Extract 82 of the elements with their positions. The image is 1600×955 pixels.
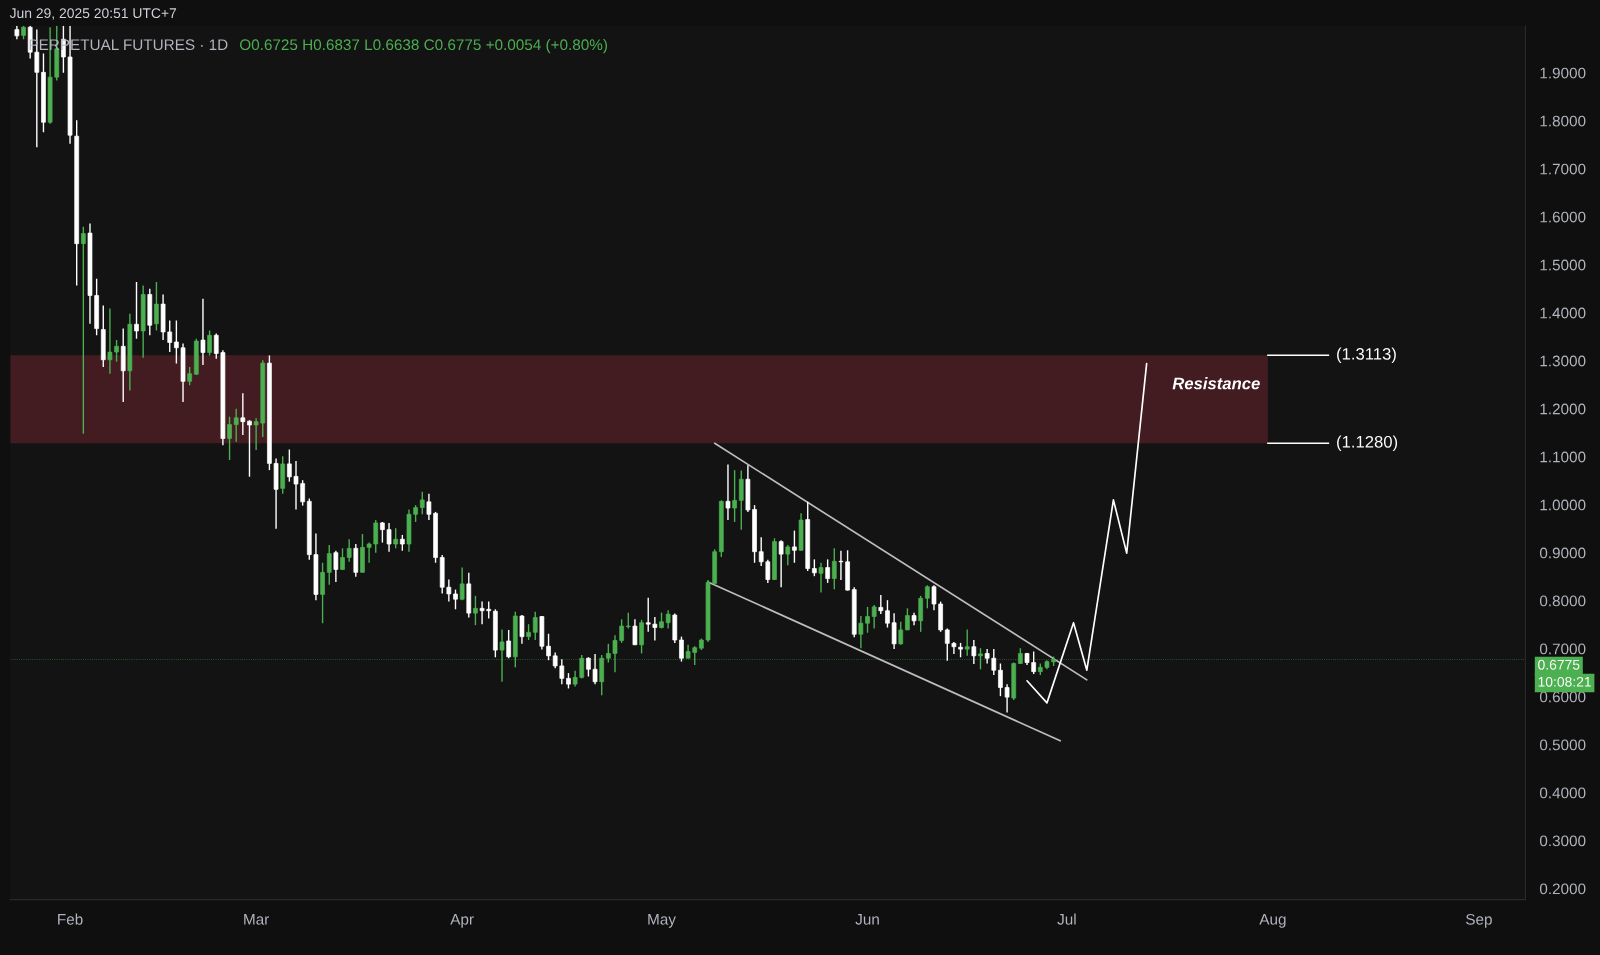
- y-tick-label: 0.4000: [1539, 787, 1586, 799]
- candlestick: [632, 618, 638, 646]
- y-tick-label: 0.8000: [1539, 595, 1586, 607]
- y-tick-label: 1.0000: [1540, 499, 1586, 511]
- candlestick: [918, 595, 924, 633]
- x-tick-label: Jun: [855, 914, 879, 925]
- candlestick: [326, 544, 332, 586]
- ref-line-label: 0.6775: [1538, 659, 1580, 670]
- line-series: [1026, 362, 1148, 704]
- candlestick: [778, 539, 784, 588]
- candlestick: [353, 543, 359, 578]
- candlestick: [200, 298, 206, 366]
- band-label: Resistance: [1172, 377, 1260, 390]
- candlestick: [905, 607, 910, 631]
- y-tick-label: 1.9000: [1540, 67, 1586, 79]
- candlestick: [419, 491, 425, 515]
- candlestick: [81, 226, 86, 435]
- y-tick-label: 0.9000: [1539, 547, 1586, 559]
- candlestick: [898, 621, 904, 646]
- candlestick: [924, 584, 930, 610]
- candlestick: [738, 469, 744, 531]
- candlestick: [971, 639, 977, 665]
- y-tick-label: 1.6000: [1540, 211, 1586, 223]
- candlestick: [247, 419, 252, 478]
- x-tick-label: May: [648, 914, 676, 928]
- candlestick: [473, 595, 478, 626]
- y-tick-label: 0.5000: [1539, 739, 1586, 751]
- y-tick-label: 0.6000: [1539, 691, 1586, 703]
- x-tick-label: Sep: [1466, 913, 1492, 928]
- x-tick-label: Mar: [244, 914, 270, 925]
- candlestick: [871, 604, 877, 630]
- y-tick-label: 0.7000: [1539, 643, 1586, 655]
- candlestick: [453, 588, 458, 610]
- candlestick: [154, 281, 159, 332]
- y-tick-label: 1.1000: [1540, 451, 1586, 463]
- x-tick-label: Apr: [450, 914, 474, 928]
- ref-line-label: (1.1280): [1337, 435, 1398, 452]
- candlestick: [346, 538, 352, 563]
- x-tick-label: Jul: [1057, 913, 1076, 925]
- candlestick: [978, 647, 983, 670]
- candlestick: [207, 329, 212, 357]
- candlestick: [519, 614, 525, 645]
- candlestick: [240, 392, 246, 436]
- candlestick: [187, 366, 193, 386]
- text: O0.6725 H0.6837 L0.6638 C0.6775 +0.0054 (+0.80%): [240, 38, 608, 54]
- candlestick: [665, 609, 671, 630]
- text: 10:08:21: [1538, 676, 1591, 687]
- candlestick: [878, 594, 884, 615]
- y-tick-label: 1.3000: [1540, 355, 1586, 367]
- y-tick-label: 1.7000: [1540, 163, 1586, 175]
- candlestick: [831, 547, 837, 590]
- candlestick: [233, 408, 239, 443]
- ref-line-label: (1.3113): [1337, 347, 1396, 364]
- text: Jun 29, 2025 20:51 UTC+7: [9, 8, 177, 20]
- candlestick: [340, 547, 345, 571]
- y-tick-label: 1.4000: [1540, 307, 1586, 319]
- x-tick-label: Feb: [58, 913, 83, 925]
- y-tick-label: 0.2000: [1539, 883, 1586, 895]
- candlestick: [506, 629, 511, 659]
- candlestick: [725, 463, 731, 521]
- candlestick: [825, 558, 830, 584]
- candlestick: [393, 527, 399, 550]
- y-tick-label: 1.2000: [1540, 403, 1586, 415]
- candlestick: [134, 281, 139, 340]
- candlestick: [679, 635, 684, 663]
- candlestick: [320, 562, 325, 624]
- candlestick: [227, 416, 232, 461]
- y-tick-label: 1.5000: [1540, 259, 1586, 271]
- candlestick: [785, 544, 791, 566]
- candlestick: [599, 654, 605, 696]
- x-tick-label: Aug: [1259, 914, 1286, 928]
- candlestick: [459, 566, 465, 601]
- candlestick: [639, 619, 644, 655]
- candlestick: [964, 628, 970, 657]
- y-tick-label: 1.8000: [1540, 115, 1586, 127]
- candlestick: [333, 550, 339, 583]
- candlestick: [532, 610, 538, 641]
- candlestick: [732, 469, 737, 523]
- candlestick: [499, 628, 505, 683]
- y-tick-label: 0.3000: [1539, 835, 1586, 847]
- candlestick: [792, 529, 797, 564]
- candlestick: [818, 562, 824, 594]
